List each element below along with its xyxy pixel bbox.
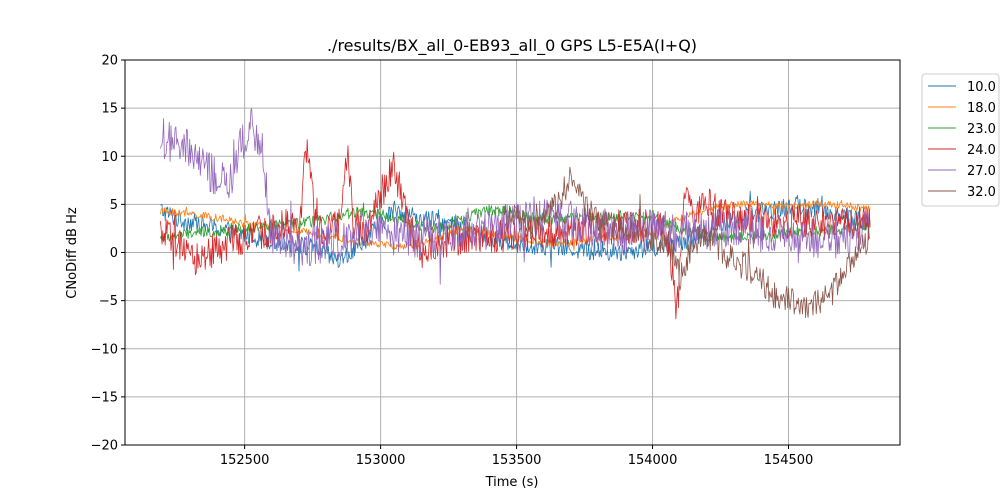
legend-entry-label: 27.0 xyxy=(967,164,996,179)
x-axis: 152500 153000 153500 154000 154500 xyxy=(220,445,814,468)
y-tick-label: 0 xyxy=(110,246,118,261)
x-tick-label: 152500 xyxy=(220,453,270,468)
x-tick-label: 153500 xyxy=(492,453,542,468)
legend-entry-label: 24.0 xyxy=(967,143,996,158)
y-tick-label: 20 xyxy=(101,54,118,69)
legend: 10.0 18.0 23.0 24.0 27.0 32.0 xyxy=(921,73,1000,207)
series-layer xyxy=(160,108,871,320)
series-line-27.0 xyxy=(160,108,871,285)
chart-title: ./results/BX_all_0-EB93_all_0 GPS L5-E5A… xyxy=(327,36,697,56)
series-line-10.0 xyxy=(160,190,871,272)
y-tick-label: −20 xyxy=(91,439,118,454)
x-tick-label: 154000 xyxy=(628,453,678,468)
x-axis-label: Time (s) xyxy=(485,475,539,490)
y-axis-label: CNoDiff dB Hz xyxy=(65,207,80,299)
y-tick-label: 5 xyxy=(110,198,118,213)
y-tick-label: 10 xyxy=(101,150,118,165)
y-tick-label: −10 xyxy=(91,342,118,357)
legend-entry-label: 32.0 xyxy=(967,185,996,200)
y-tick-label: −5 xyxy=(99,294,118,309)
x-tick-label: 153000 xyxy=(356,453,406,468)
y-tick-label: 15 xyxy=(101,102,118,117)
y-tick-label: −15 xyxy=(91,390,118,405)
y-axis: −20 −15 −10 −5 0 5 10 15 20 xyxy=(91,54,125,454)
series-line-32.0 xyxy=(502,166,871,319)
legend-entry-label: 10.0 xyxy=(967,80,996,95)
legend-entry-label: 23.0 xyxy=(967,122,996,137)
x-tick-label: 154500 xyxy=(764,453,814,468)
legend-entry-label: 18.0 xyxy=(967,101,996,116)
